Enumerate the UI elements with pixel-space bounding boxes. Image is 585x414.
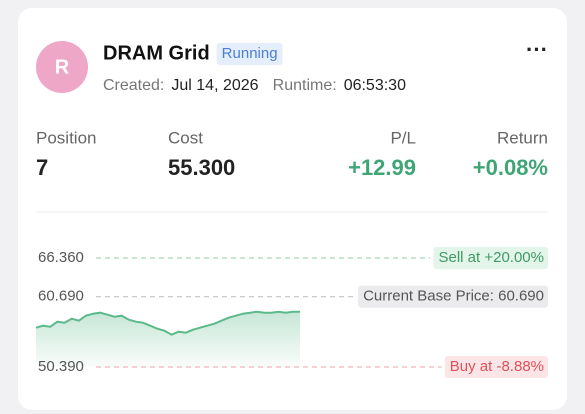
status-badge	[216, 43, 283, 65]
level-price: 50.390	[38, 358, 84, 375]
level-tag: Current Base Price: 60.690	[363, 288, 544, 305]
runtime: 06:53:30	[344, 77, 406, 94]
avatar	[36, 41, 88, 93]
status: Running	[222, 45, 278, 62]
level-tag-bg	[358, 285, 548, 308]
stat-value: 55.300	[168, 155, 235, 180]
avatar-letter: R	[55, 56, 70, 78]
stat-label: Return	[497, 128, 548, 147]
level-price: 66.360	[38, 249, 84, 266]
menu[interactable]: ···	[526, 37, 548, 62]
level-tag-bg	[444, 356, 548, 378]
price-line	[35, 310, 300, 336]
stat-value: +12.99	[348, 155, 416, 180]
runtime-label: Runtime:	[273, 77, 337, 94]
stat-value: 7	[36, 155, 48, 180]
created: Jul 14, 2026	[171, 77, 258, 94]
stat-label: Position	[36, 128, 96, 147]
bot-title: DRAM Grid	[103, 42, 210, 64]
price-area	[36, 311, 300, 367]
level-tag-bg	[433, 247, 548, 269]
level-price: 60.690	[38, 288, 84, 305]
created-label: Created:	[103, 77, 164, 94]
stat-label: Cost	[168, 128, 203, 147]
stat-value: +0.08%	[473, 155, 548, 180]
card	[18, 8, 567, 410]
level-tag: Sell at +20.00%	[439, 249, 545, 266]
level-tag: Buy at -8.88%	[450, 358, 544, 375]
stat-label: P/L	[390, 128, 416, 147]
